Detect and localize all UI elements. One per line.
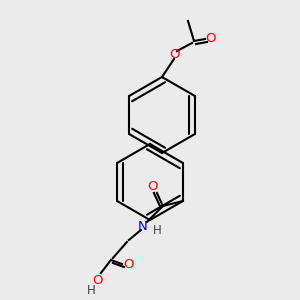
Text: H: H [86, 284, 95, 296]
Text: N: N [138, 220, 148, 232]
Text: O: O [148, 179, 158, 193]
Text: H: H [152, 224, 161, 236]
Text: O: O [206, 32, 216, 46]
Text: O: O [170, 47, 180, 61]
Text: O: O [93, 274, 103, 287]
Text: O: O [124, 259, 134, 272]
